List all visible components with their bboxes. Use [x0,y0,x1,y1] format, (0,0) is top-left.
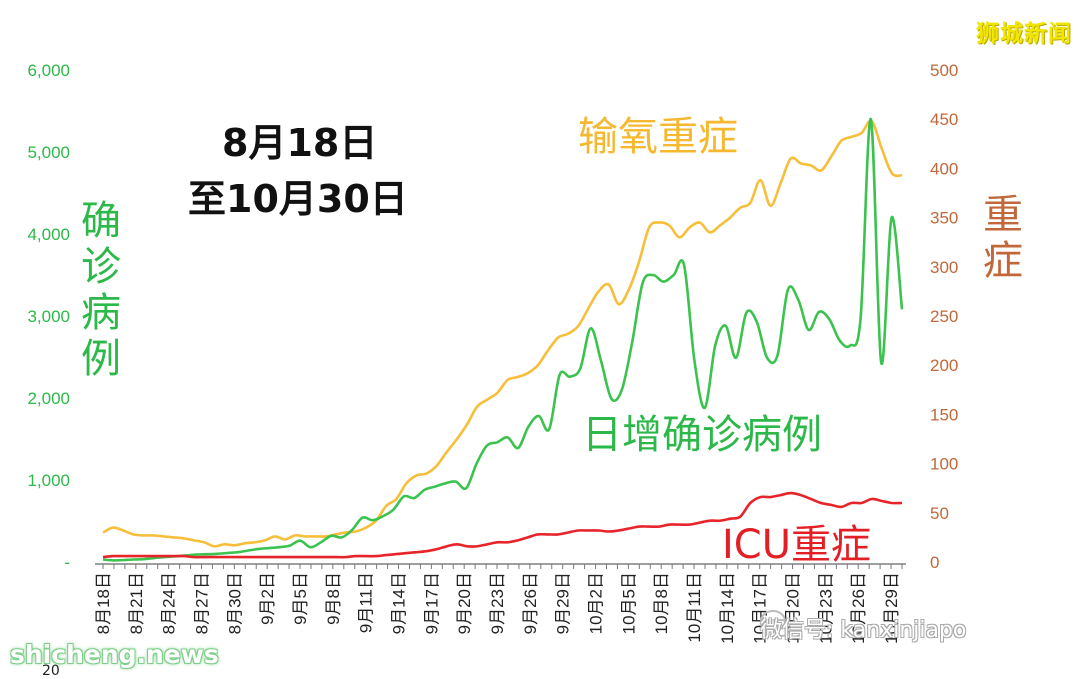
right-axis-ticks: 0 50 100 150 200 250 300 350 400 450 500 [930,61,958,572]
left-axis-title: 确诊病例 [81,198,121,382]
x-tick-label: 9月14日 [390,572,409,634]
right-axis-title: 重症 [983,192,1023,284]
x-tick-label: 9月20日 [455,572,474,634]
x-tick-label: 9月23日 [488,572,507,634]
x-tick-label: 8月18日 [94,572,113,634]
series-line-oxygen [102,119,903,548]
left-tick-label: 6,000 [27,61,70,80]
x-tick-label: 10月8日 [652,572,671,634]
right-tick-label: 400 [930,159,958,178]
cutoff-text: 20 [42,663,60,679]
left-tick-label: 1,000 [27,471,70,490]
right-tick-label: 450 [930,110,958,129]
x-tick-label: 10月17日 [751,572,770,644]
series-label-oxygen: 输氧重症 [578,114,738,160]
right-tick-label: 0 [930,553,939,572]
left-tick-label: 3,000 [27,307,70,326]
series-label-daily-cases: 日增确诊病例 [582,412,822,458]
x-tick-label: 9月5日 [291,572,310,625]
right-tick-label: 50 [930,504,949,523]
x-tick-label: 9月17日 [422,572,441,634]
x-tick-label: 9月26日 [521,572,540,634]
x-tick-label: 9月8日 [324,572,343,625]
x-tick-label: 9月29日 [554,572,573,634]
x-tick-label: 10月11日 [685,572,704,643]
right-tick-label: 250 [930,307,958,326]
x-tick-label: 10月2日 [587,572,606,634]
x-tick-label: 10月14日 [718,572,737,644]
chart-title-line-2: 至10月30日 [188,177,408,221]
x-tick-label: 8月27日 [193,572,212,634]
x-tick-label: 8月30日 [225,572,244,634]
left-tick-label: - [64,553,70,572]
left-axis-ticks: - 1,000 2,000 3,000 4,000 5,000 6,000 [27,61,70,572]
x-tick-label: 9月11日 [357,572,376,633]
left-tick-label: 4,000 [27,225,70,244]
series-line-icu [102,491,903,559]
x-axis: 8月18日 8月21日 8月24日 8月27日 8月30日 9月2日 9月5日 9月8日 9月1… [94,563,906,644]
right-tick-label: 500 [930,61,958,80]
chart-title-line-1: 8月18日 [222,121,378,165]
right-tick-label: 100 [930,455,958,474]
wechat-watermark: 微信号: kanxinjiapo [760,618,967,643]
series-line-daily-cases [102,117,904,562]
x-tick-label: 9月2日 [258,572,277,625]
wechat-icon [760,610,792,637]
x-tick-label: 8月21日 [127,572,146,634]
x-tick-label: 10月20日 [784,572,803,644]
x-tick-label: 10月26日 [849,572,868,644]
left-tick-label: 5,000 [27,143,70,162]
series-lines [102,117,904,562]
brand-watermark: 狮城新闻 [976,21,1072,47]
x-tick-label: 10月23日 [816,572,835,644]
x-tick-label: 10月5日 [619,572,638,634]
right-tick-label: 300 [930,258,958,277]
right-tick-label: 200 [930,356,958,375]
site-watermark: shicheng.news [10,640,219,669]
series-label-icu: ICU重症 [722,522,872,568]
x-tick-label: 10月29日 [882,572,901,644]
left-tick-label: 2,000 [27,389,70,408]
right-tick-label: 150 [930,405,958,424]
right-tick-label: 350 [930,209,958,228]
x-tick-label: 8月24日 [160,572,179,634]
